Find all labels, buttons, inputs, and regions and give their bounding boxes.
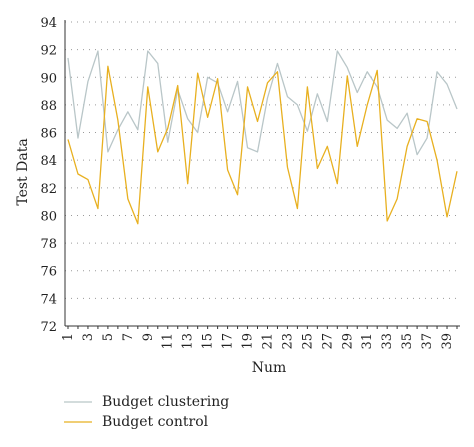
x-tick-label: 5 [101,333,116,341]
legend-label-budget-control: Budget control [102,414,209,430]
x-tick-label: 17 [221,333,236,350]
x-tick-label: 35 [400,333,415,350]
y-tick-label: 76 [40,265,57,280]
x-tick-label: 15 [201,333,216,350]
x-tick-label: 39 [440,333,455,350]
y-tick-label: 90 [40,71,57,86]
series-line-budget-control [67,65,458,225]
x-tick-label: 1 [61,333,76,341]
series-line-budget-clustering [67,50,458,156]
y-axis-label: Test Data [15,138,31,205]
x-tick-label: 9 [141,333,156,341]
y-tick-labels: 72 74 76 78 80 82 84 86 88 90 92 94 [40,16,57,335]
grid-lines [65,21,460,299]
data-series [67,50,458,225]
x-tick-label: 29 [340,333,355,350]
y-tick-label: 78 [40,237,57,252]
legend-label-budget-clustering: Budget clustering [102,394,229,410]
y-tick-label: 94 [40,16,57,31]
y-tick-label: 84 [40,154,57,169]
y-tick-label: 82 [40,182,57,197]
x-tick-label: 19 [241,333,256,350]
x-tick-label: 37 [420,333,435,350]
y-tick-label: 72 [40,320,57,335]
x-tick-label: 13 [181,333,196,350]
x-tick-label: 11 [161,333,176,350]
y-tick-label: 92 [40,44,57,59]
y-tick-label: 74 [40,292,57,307]
legend: Budget clustering Budget control [64,394,229,430]
x-tick-label: 25 [300,333,315,350]
x-tick-labels: 1 3 5 7 9 11 13 15 17 19 21 23 25 27 29 31 33 35 37 39 [61,333,455,350]
x-tick-label: 27 [320,333,335,350]
y-tick-label: 88 [40,99,57,114]
x-tick-label: 7 [121,333,136,341]
x-axis-label: Num [252,360,287,376]
axes [64,20,460,329]
x-tick-label: 31 [360,333,375,350]
x-tick-label: 3 [81,333,96,341]
x-tick-label: 23 [280,333,295,350]
y-tick-label: 86 [40,127,57,142]
y-tick-label: 80 [40,209,57,224]
x-tick-label: 33 [380,333,395,350]
x-tick-label: 21 [260,333,275,350]
